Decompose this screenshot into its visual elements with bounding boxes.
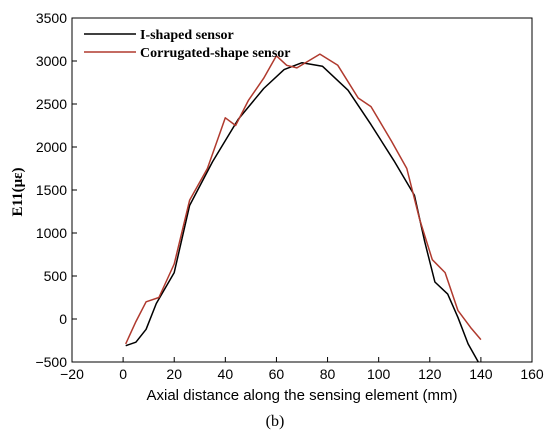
y-tick-label: 3000 bbox=[36, 53, 67, 69]
x-tick-label: 20 bbox=[166, 366, 182, 382]
x-tick-label: 140 bbox=[469, 366, 493, 382]
x-tick-label: −20 bbox=[60, 366, 84, 382]
y-tick-label: 1500 bbox=[36, 182, 67, 198]
y-tick-label: 2000 bbox=[36, 139, 67, 155]
y-tick-label: −500 bbox=[35, 354, 67, 370]
y-tick-label: 2500 bbox=[36, 96, 67, 112]
x-tick-label: 0 bbox=[119, 366, 127, 382]
y-axis-title: E11(με) bbox=[10, 167, 26, 216]
y-tick-label: 0 bbox=[59, 311, 67, 327]
x-tick-label: 120 bbox=[418, 366, 442, 382]
legend-label-corrugated: Corrugated-shape sensor bbox=[140, 46, 291, 61]
legend: I-shaped sensor Corrugated-shape sensor bbox=[84, 28, 291, 61]
y-tick-label: 1000 bbox=[36, 225, 67, 241]
series-lines bbox=[125, 53, 482, 363]
series-line-i-shaped bbox=[125, 61, 479, 363]
series-line-corrugated bbox=[125, 53, 482, 345]
x-tick-label: 160 bbox=[520, 366, 544, 382]
y-tick-label: 3500 bbox=[36, 10, 67, 26]
x-tick-label: 40 bbox=[218, 366, 234, 382]
x-tick-label: 80 bbox=[320, 366, 336, 382]
axis-ticks: −20 0 20 40 60 80 100 120 140 160 −500 0 500 1000 1500… bbox=[35, 10, 543, 382]
legend-label-i-shaped: I-shaped sensor bbox=[140, 28, 234, 43]
x-tick-label: 100 bbox=[367, 366, 391, 382]
x-tick-label: 60 bbox=[269, 366, 285, 382]
figure-caption: (b) bbox=[266, 413, 285, 430]
y-tick-label: 500 bbox=[44, 268, 68, 284]
x-axis-title: Axial distance along the sensing element… bbox=[147, 387, 458, 404]
